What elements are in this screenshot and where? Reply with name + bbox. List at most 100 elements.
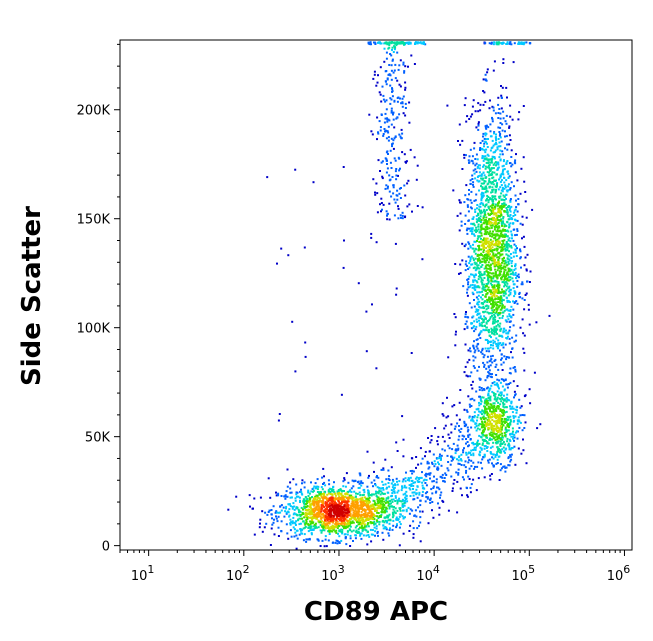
event-point [392,184,395,187]
event-point [303,516,306,519]
event-point [495,331,497,333]
event-point [227,508,230,511]
event-point [498,41,501,44]
event-point [507,416,510,419]
event-point [320,529,323,532]
event-point [371,508,374,510]
event-point [371,303,373,306]
event-point [486,231,489,233]
event-point [379,203,381,206]
event-point [493,313,496,316]
event-point [439,453,441,456]
event-point [477,275,480,278]
event-point [499,427,502,430]
event-point [353,490,356,493]
event-point [498,419,501,422]
event-point [468,262,471,265]
event-point [485,283,488,285]
event-point [389,518,392,521]
event-point [497,368,500,371]
event-point [480,330,483,333]
event-point [480,278,483,281]
event-point [473,240,476,243]
event-point [491,181,494,183]
event-point [438,463,440,466]
event-point [341,494,344,497]
event-point [484,445,487,448]
event-point [304,523,307,526]
event-point [395,516,398,519]
event-point [453,313,456,315]
event-point [323,492,325,495]
event-point [483,363,486,366]
event-point [308,526,311,529]
event-point [506,299,509,302]
event-point [399,42,401,44]
event-point [293,505,296,508]
event-point [467,283,469,286]
event-point [299,522,302,525]
event-point [437,435,440,438]
event-point [375,182,378,185]
event-point [497,323,499,326]
event-point [489,130,492,133]
event-point [474,252,477,255]
event-point [386,500,389,503]
event-point [367,522,369,525]
event-point [477,334,480,337]
event-point [470,371,473,374]
event-point [520,266,522,269]
event-point [494,409,497,412]
event-point [377,476,380,479]
event-point [459,431,462,433]
event-point [500,394,502,397]
event-point [415,456,418,458]
event-point [491,120,494,123]
event-point [436,486,438,489]
event-point [341,489,344,492]
event-point [367,489,369,492]
event-point [472,169,475,172]
event-point [317,519,320,522]
event-point [495,417,498,419]
event-point [308,498,311,501]
event-point [481,416,484,419]
event-point [477,236,480,239]
event-point [521,414,524,416]
event-point [512,324,515,327]
event-point [494,279,497,282]
event-point [275,515,277,518]
event-point [511,356,514,359]
event-point [499,410,502,412]
event-point [494,393,497,396]
event-point [284,494,287,497]
event-point [479,103,482,106]
event-point [429,501,432,504]
event-point [502,164,505,167]
event-point [484,295,487,298]
event-point [457,447,460,450]
event-point [492,256,495,259]
event-point [484,305,487,308]
event-point [499,122,502,124]
event-point [449,463,452,466]
event-point [513,269,516,271]
event-point [504,184,507,187]
event-point [421,471,423,474]
event-point [382,98,385,101]
event-point [475,231,478,233]
event-point [478,428,481,431]
event-point [333,481,335,484]
event-point [516,275,519,278]
event-point [290,491,293,494]
event-point [326,493,329,496]
event-point [487,405,490,408]
event-point [493,301,496,304]
event-point [487,264,490,267]
event-point [363,502,366,505]
event-point [354,479,357,482]
event-point [497,260,500,263]
event-point [502,402,505,404]
event-point [483,273,486,276]
event-point [386,187,389,190]
